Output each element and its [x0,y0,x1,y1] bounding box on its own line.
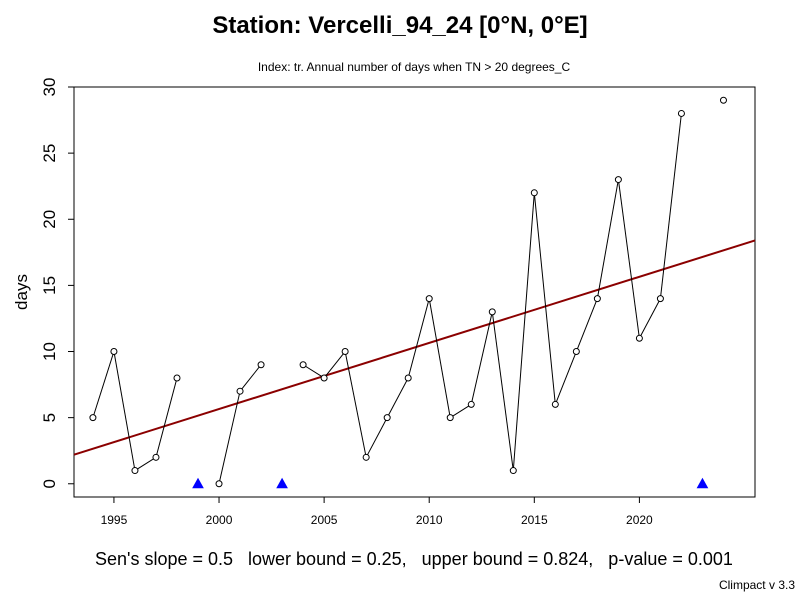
x-tick-label: 2010 [416,513,443,527]
series-segment [428,298,451,418]
chart-subtitle: Index: tr. Annual number of days when TN… [257,60,571,74]
x-tick-label: 2020 [626,513,653,527]
data-point [509,467,517,475]
data-point [614,176,622,184]
series-layer [89,96,727,488]
x-tick-label: 2015 [521,513,548,527]
y-axis-label: days [12,274,31,310]
data-point [719,96,727,104]
plot-frame [73,86,756,498]
data-point [341,348,349,356]
data-point [320,374,328,382]
series-segment [533,192,556,405]
series-segment [113,351,136,471]
series-segment [470,311,493,405]
series-segment [407,298,430,379]
data-point [593,295,601,303]
data-point [110,348,118,356]
data-point [467,400,475,408]
data-point [677,109,685,117]
missing-markers-layer [192,477,709,489]
series-segment [491,311,514,471]
data-point [362,453,370,461]
software-credit: Climpact v 3.3 [718,578,795,592]
y-tick-label: 25 [40,144,59,163]
data-point [383,414,391,422]
data-point [656,295,664,303]
data-point [530,189,538,197]
series-segment [323,351,346,379]
data-point [488,308,496,316]
data-point [404,374,412,382]
data-point [89,414,97,422]
data-point [299,361,307,369]
series-segment [365,417,388,458]
series-segment [449,403,472,419]
x-tick-label: 2000 [206,513,233,527]
data-point [425,295,433,303]
series-segment [575,298,598,352]
y-tick-label: 5 [40,413,59,422]
series-segment [239,364,262,392]
series-segment [554,351,577,405]
x-tick-label: 1995 [101,513,128,527]
series-segment [155,377,178,458]
missing-data-marker [696,477,709,489]
y-tick-label: 10 [40,342,59,361]
data-point [635,334,643,342]
axes: 1995 2000 2005 2010 2015 2020 0 5 10 15 20 25 30 [40,78,653,527]
series-segment [596,179,619,299]
series-segment [386,377,409,418]
trend-line [73,239,756,456]
series-segment [512,192,535,471]
trend-layer [73,239,756,456]
sens-slope-stats: Sen's slope = 0.5 lower bound = 0.25, up… [95,549,733,569]
data-point [173,374,181,382]
y-tick-label: 30 [40,78,59,97]
series-segment [617,179,640,339]
series-segment [134,456,157,471]
data-point [215,480,223,488]
data-point [236,387,244,395]
data-point [572,348,580,356]
y-tick-label: 20 [40,210,59,229]
data-point [257,361,265,369]
series-segment [638,298,661,339]
x-tick-label: 2005 [311,513,338,527]
series-segment [92,351,115,418]
missing-data-marker [192,477,204,489]
series-segment [302,364,325,379]
data-point [446,414,454,422]
data-point [551,400,559,408]
data-point [152,453,160,461]
chart-title: Station: Vercelli_94_24 [0°N, 0°E] [212,12,588,39]
series-segment [218,391,241,484]
series-segment [659,113,682,299]
missing-data-marker [276,477,288,489]
y-tick-label: 0 [40,479,59,488]
y-tick-label: 15 [40,276,59,295]
data-point [131,467,139,475]
series-segment [344,351,367,458]
